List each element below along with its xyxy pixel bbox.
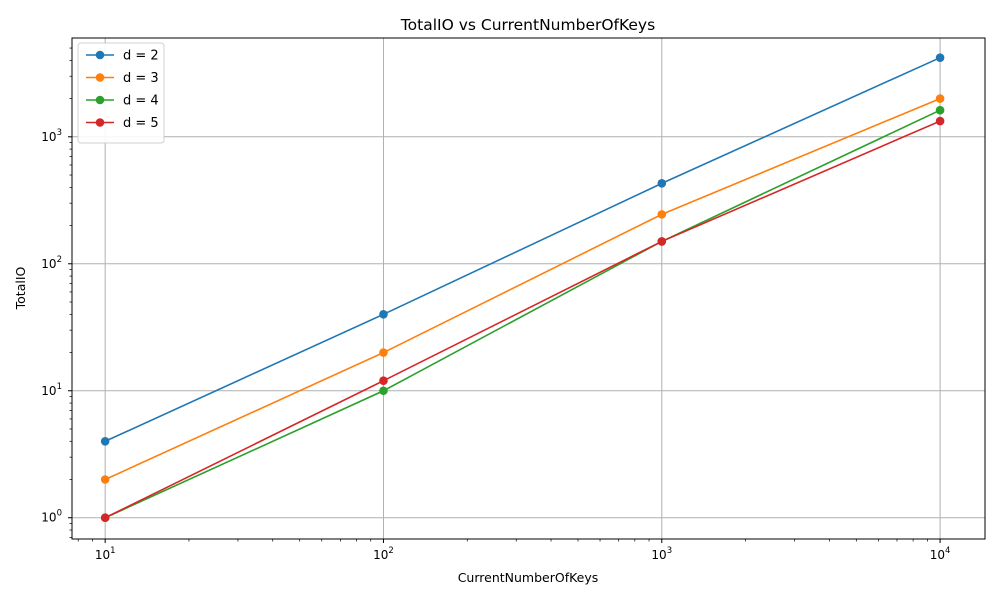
series-4 xyxy=(100,116,945,523)
data-point xyxy=(935,116,945,126)
y-axis-ticks: 100 101 102 103 xyxy=(41,128,72,525)
data-point xyxy=(935,53,945,62)
x-tick-label: 104 xyxy=(930,546,951,562)
legend-marker xyxy=(95,50,105,60)
y-tick-label: 103 xyxy=(41,128,62,144)
data-point xyxy=(657,237,667,246)
legend-marker xyxy=(95,95,105,105)
data-point xyxy=(935,105,945,115)
x-axis-label: CurrentNumberOfKeys xyxy=(458,570,599,585)
data-point xyxy=(379,376,388,386)
legend-item: d = 2 xyxy=(86,49,159,64)
series-1 xyxy=(100,53,945,446)
legend-label: d = 2 xyxy=(123,49,159,64)
legend-marker xyxy=(95,118,105,127)
y-tick-label: 102 xyxy=(41,255,62,271)
series-line xyxy=(104,56,941,443)
data-point xyxy=(379,386,388,396)
legend-item: d = 5 xyxy=(86,116,159,131)
series-2 xyxy=(100,94,945,484)
series-line xyxy=(104,120,941,519)
legend-label: d = 3 xyxy=(123,71,159,86)
y-tick-label: 100 xyxy=(41,509,62,525)
data-point xyxy=(100,436,110,446)
series-layer xyxy=(100,53,945,523)
chart-title: TotalIO vs CurrentNumberOfKeys xyxy=(400,16,655,34)
x-tick-label: 102 xyxy=(373,546,394,562)
legend-box xyxy=(77,42,165,144)
data-point xyxy=(935,94,945,103)
plot-frame xyxy=(71,37,986,540)
legend-label: d = 4 xyxy=(123,94,159,109)
y-tick-label: 101 xyxy=(41,382,62,398)
y-axis-label: TotalIO xyxy=(13,266,28,310)
legend-item: d = 4 xyxy=(86,94,159,109)
data-point xyxy=(379,310,388,319)
data-point xyxy=(100,475,110,484)
series-line xyxy=(104,109,941,519)
legend-label: d = 5 xyxy=(123,116,159,131)
legend: d = 2 d = 3 d = 4 d = 5 xyxy=(77,42,165,144)
legend-marker xyxy=(95,73,105,82)
data-point xyxy=(657,210,667,219)
series-line xyxy=(104,97,941,481)
x-tick-label: 101 xyxy=(95,546,116,562)
data-point xyxy=(379,348,388,357)
x-tick-label: 103 xyxy=(651,546,672,562)
x-axis-ticks: 101 102 103 104 xyxy=(95,539,951,562)
data-point xyxy=(100,513,110,523)
data-point xyxy=(657,179,667,188)
legend-item: d = 3 xyxy=(86,71,159,86)
